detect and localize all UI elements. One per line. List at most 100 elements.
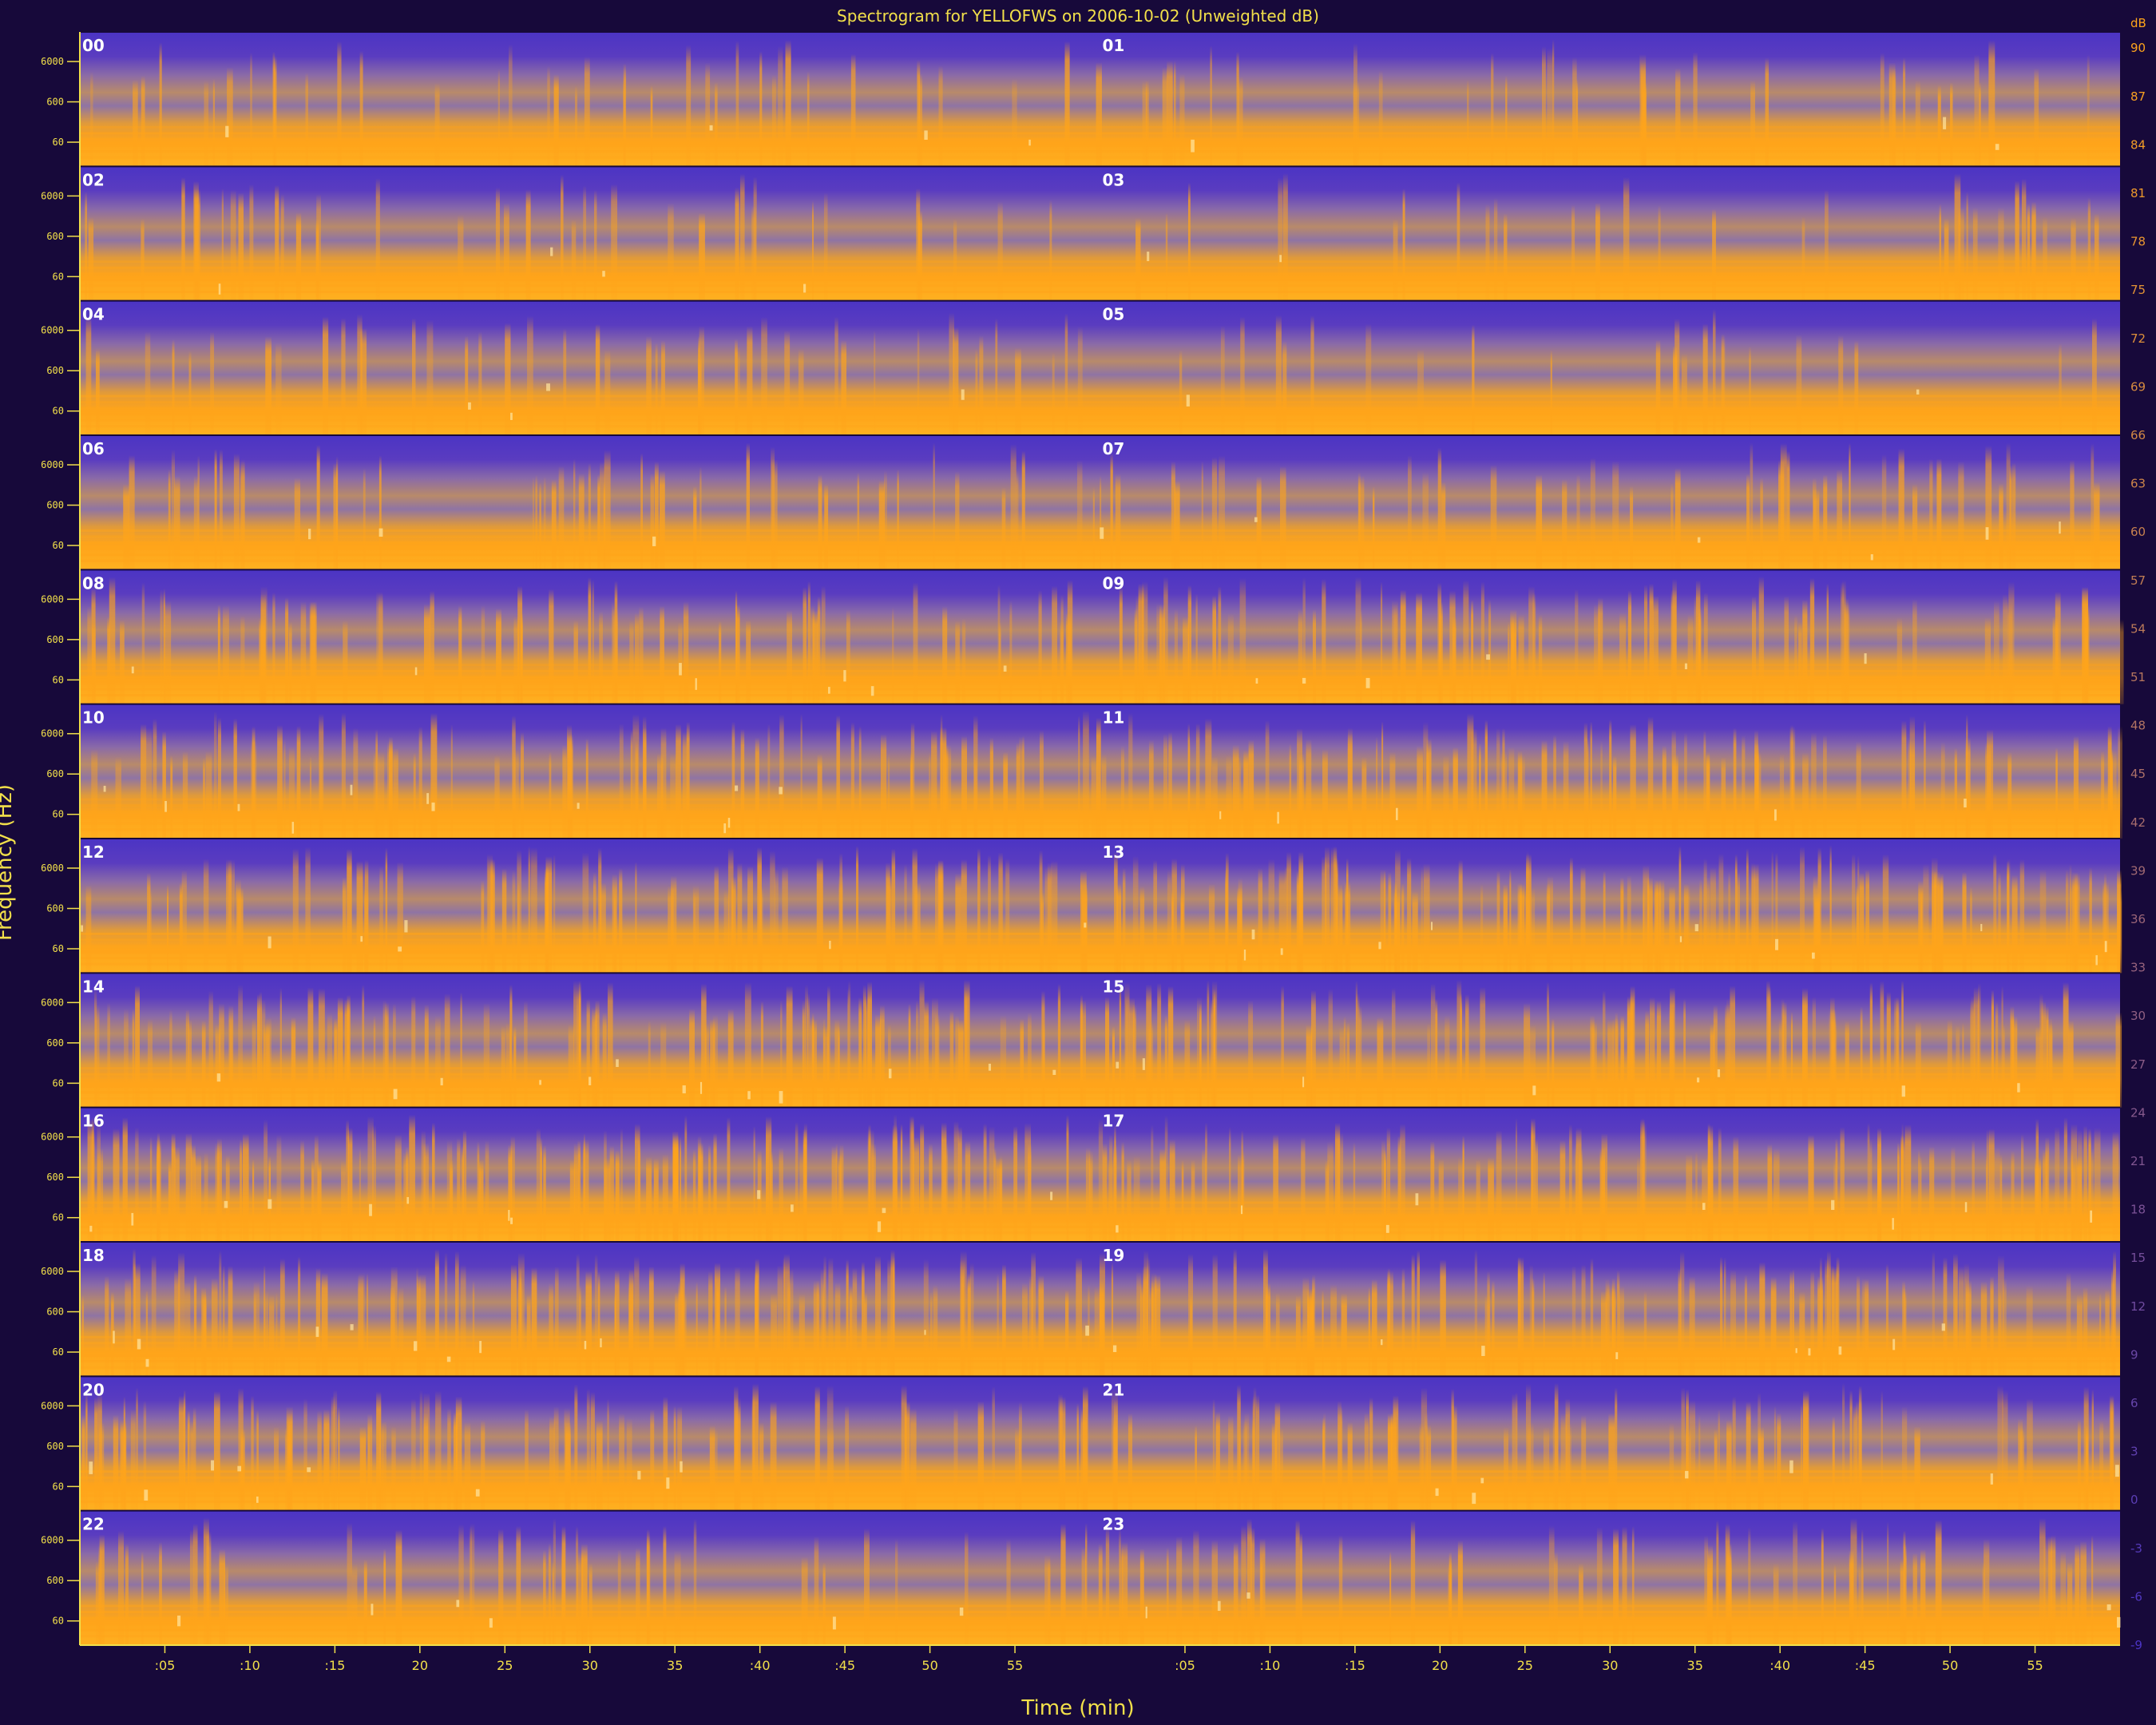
event-streak	[646, 1156, 652, 1242]
event-streak	[2011, 1016, 2018, 1108]
event-streak	[1271, 1422, 1277, 1511]
colorbar-tick-label: 12	[2130, 1299, 2146, 1314]
event-streak	[1275, 315, 1282, 435]
event-streak	[170, 755, 173, 839]
event-streak	[634, 613, 639, 704]
event-streak	[1417, 349, 1424, 435]
event-streak	[630, 730, 633, 839]
event-streak	[188, 351, 192, 435]
event-streak	[1193, 1529, 1199, 1645]
event-streak	[1898, 448, 1904, 570]
event-streak	[1031, 1251, 1036, 1377]
event-streak	[1218, 586, 1222, 704]
event-streak	[1528, 586, 1535, 704]
event-streak	[411, 318, 416, 435]
event-streak	[737, 346, 740, 435]
peak-mark	[734, 785, 739, 791]
event-streak	[279, 987, 282, 1108]
event-streak	[524, 1001, 528, 1108]
peak-mark	[1808, 1348, 1811, 1356]
event-streak	[1829, 845, 1832, 974]
event-streak	[1142, 581, 1148, 704]
event-streak	[172, 339, 175, 435]
event-streak	[1138, 583, 1144, 704]
event-streak	[360, 327, 367, 435]
event-streak	[759, 886, 763, 974]
peak-mark	[550, 247, 553, 256]
event-streak	[856, 846, 859, 974]
event-streak	[1091, 755, 1097, 839]
event-streak	[378, 455, 382, 570]
event-streak	[171, 450, 176, 570]
event-streak	[578, 473, 585, 570]
event-streak	[105, 1275, 109, 1377]
event-streak	[1063, 1430, 1065, 1511]
event-streak	[1587, 737, 1589, 839]
event-streak	[1748, 1527, 1751, 1645]
event-streak	[1211, 1540, 1219, 1645]
hour-label: 16	[82, 1112, 105, 1131]
event-streak	[1595, 202, 1600, 301]
event-streak	[2009, 465, 2012, 570]
event-streak	[344, 998, 350, 1108]
event-streak	[961, 736, 967, 839]
event-streak	[1791, 753, 1794, 839]
event-streak	[1410, 1520, 1416, 1645]
event-streak	[1784, 596, 1789, 704]
event-streak	[285, 597, 289, 704]
peak-mark	[268, 936, 271, 949]
event-streak	[1299, 1533, 1302, 1645]
event-streak	[646, 336, 652, 435]
event-streak	[1121, 1542, 1128, 1645]
event-streak	[1719, 1256, 1723, 1377]
event-streak	[93, 987, 97, 1108]
event-streak	[1771, 851, 1774, 974]
colorbar-tick-label: 84	[2130, 137, 2146, 152]
event-streak	[1472, 324, 1475, 435]
event-streak	[168, 1160, 172, 1242]
event-streak	[81, 1295, 85, 1377]
peak-mark	[360, 936, 363, 942]
event-streak	[958, 1019, 964, 1108]
event-streak	[1560, 1140, 1566, 1242]
peak-mark	[1380, 1339, 1383, 1346]
peak-mark	[924, 130, 928, 140]
event-streak	[1671, 483, 1674, 570]
event-streak	[1445, 1015, 1450, 1108]
hour-label: 08	[82, 573, 105, 593]
event-streak	[1183, 617, 1190, 704]
event-streak	[1867, 1122, 1870, 1242]
event-streak	[1825, 189, 1829, 301]
event-streak	[490, 859, 495, 974]
event-streak	[225, 1155, 230, 1242]
event-streak	[214, 711, 217, 839]
event-streak	[682, 732, 688, 839]
event-streak	[816, 858, 823, 974]
event-streak	[509, 985, 513, 1108]
event-streak	[1780, 443, 1787, 570]
event-streak	[1640, 1119, 1645, 1242]
hour-label: 11	[1103, 708, 1125, 728]
event-streak	[2051, 1535, 2056, 1645]
peak-mark	[404, 920, 408, 933]
event-streak	[1052, 585, 1057, 704]
event-streak	[801, 1556, 808, 1645]
time-tick-label: :40	[1770, 1658, 1790, 1673]
peak-mark	[89, 1225, 93, 1232]
event-streak	[1662, 745, 1667, 839]
frequency-stripe	[80, 694, 2120, 697]
event-streak	[1792, 1269, 1794, 1377]
event-streak	[1391, 988, 1396, 1108]
event-streak	[1706, 751, 1710, 839]
event-streak	[121, 1424, 126, 1511]
event-streak	[1441, 482, 1446, 570]
event-streak	[1437, 447, 1442, 570]
event-streak	[1515, 1392, 1518, 1511]
event-streak	[1920, 1155, 1922, 1242]
peak-mark	[131, 1212, 134, 1226]
event-streak	[1457, 1541, 1463, 1645]
hour-label: 10	[82, 708, 105, 728]
event-streak	[1951, 1146, 1956, 1242]
time-tick-label: 25	[1517, 1658, 1533, 1673]
frequency-stripe	[80, 681, 2120, 684]
